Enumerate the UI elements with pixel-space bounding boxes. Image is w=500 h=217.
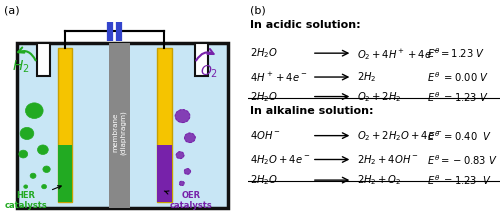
Bar bbox=[109, 43, 130, 208]
Bar bbox=[195, 43, 208, 76]
Text: $E^{\theta}\ =0.40\ \ V$: $E^{\theta}\ =0.40\ \ V$ bbox=[427, 129, 492, 143]
Circle shape bbox=[176, 152, 184, 159]
Text: $4H_2O+4e^-$: $4H_2O+4e^-$ bbox=[250, 153, 310, 167]
Circle shape bbox=[24, 185, 28, 188]
Bar bbox=[17, 43, 228, 208]
Text: $O_2+4H^++4e^-$: $O_2+4H^++4e^-$ bbox=[358, 47, 440, 62]
Text: (a): (a) bbox=[4, 5, 20, 15]
Text: $E^{\theta}\ =1.23\ \ V$: $E^{\theta}\ =1.23\ \ V$ bbox=[427, 174, 492, 187]
Circle shape bbox=[19, 150, 28, 158]
Text: $O_2+2H_2O+4e^-$: $O_2+2H_2O+4e^-$ bbox=[358, 129, 442, 143]
Circle shape bbox=[42, 184, 46, 189]
Bar bbox=[37, 43, 50, 76]
Text: In acidic solution:: In acidic solution: bbox=[250, 20, 360, 30]
Text: $E^{\theta}=1.23\ V$: $E^{\theta}=1.23\ V$ bbox=[427, 47, 485, 61]
Circle shape bbox=[26, 103, 43, 118]
Text: $2H_2+O_2$: $2H_2+O_2$ bbox=[358, 174, 402, 187]
Text: (b): (b) bbox=[250, 5, 266, 15]
Bar bbox=[157, 145, 172, 202]
Text: $4OH^-$: $4OH^-$ bbox=[250, 129, 281, 141]
Text: $2H_2O$: $2H_2O$ bbox=[250, 174, 278, 187]
Bar bbox=[58, 145, 72, 202]
Circle shape bbox=[180, 181, 184, 186]
Text: OER
catalysts: OER catalysts bbox=[164, 191, 212, 210]
Text: In alkaline solution:: In alkaline solution: bbox=[250, 106, 374, 116]
Text: $2H_2$: $2H_2$ bbox=[358, 71, 377, 84]
Text: $E^{\theta}\ =1.23\ V$: $E^{\theta}\ =1.23\ V$ bbox=[427, 90, 488, 104]
Circle shape bbox=[38, 145, 48, 155]
Circle shape bbox=[43, 166, 50, 173]
Bar bbox=[157, 48, 172, 202]
Text: membrane
(diaphragm): membrane (diaphragm) bbox=[112, 110, 126, 155]
Text: $H_2$: $H_2$ bbox=[12, 59, 29, 76]
Circle shape bbox=[184, 169, 190, 174]
Bar bbox=[58, 48, 72, 202]
Text: $E^{\theta}\ =0.00\ V$: $E^{\theta}\ =0.00\ V$ bbox=[427, 71, 489, 84]
Text: $4H^++4e^-$: $4H^++4e^-$ bbox=[250, 71, 308, 84]
Text: $O_2$: $O_2$ bbox=[200, 63, 218, 80]
Text: $2H_2O$: $2H_2O$ bbox=[250, 90, 278, 104]
Bar bbox=[37, 43, 50, 76]
Circle shape bbox=[184, 133, 196, 143]
Text: $O_2+2H_2$: $O_2+2H_2$ bbox=[358, 90, 402, 104]
Bar bbox=[195, 43, 208, 76]
Text: HER
catalysts: HER catalysts bbox=[4, 186, 61, 210]
Circle shape bbox=[175, 110, 190, 123]
Text: $E^{\theta}=-0.83\ V$: $E^{\theta}=-0.83\ V$ bbox=[427, 153, 498, 167]
Text: $2H_2O$: $2H_2O$ bbox=[250, 47, 278, 61]
Circle shape bbox=[20, 127, 34, 140]
Text: $2H_2+4OH^-$: $2H_2+4OH^-$ bbox=[358, 153, 420, 167]
Circle shape bbox=[30, 173, 36, 178]
